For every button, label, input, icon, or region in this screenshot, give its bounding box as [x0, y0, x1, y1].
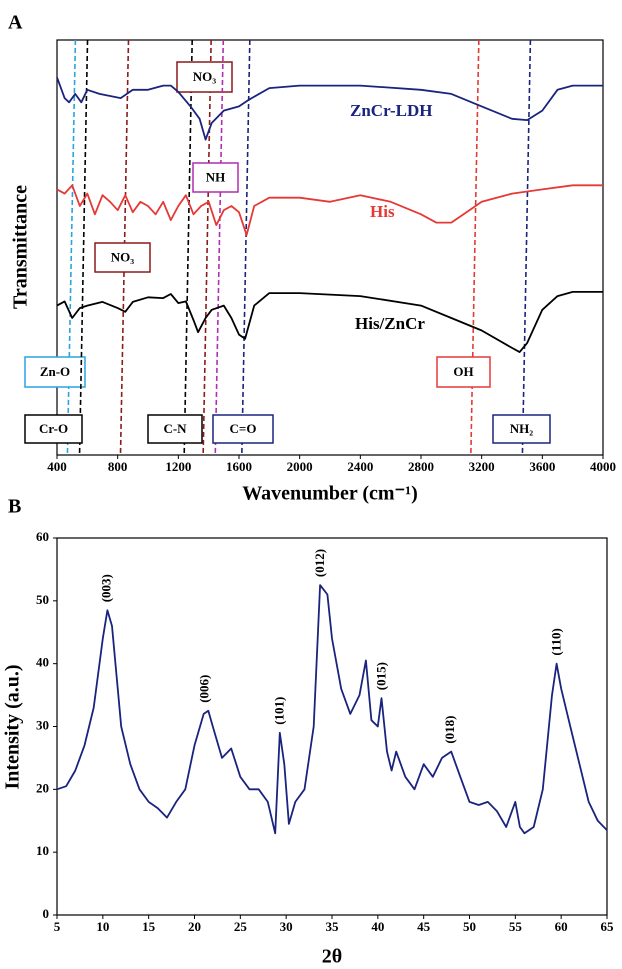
- peak-label: (101): [272, 697, 287, 725]
- plot-frame: [56, 39, 604, 456]
- y-tick-label: 20: [36, 780, 49, 795]
- x-tick-label: 15: [142, 919, 156, 934]
- plot-frame: [56, 537, 608, 916]
- reference-line: [214, 39, 225, 456]
- peak-label: (006): [196, 675, 211, 703]
- annotation-box: [24, 356, 86, 388]
- annotation-label: OH: [453, 364, 473, 379]
- y-tick-label: 0: [43, 906, 50, 921]
- x-tick-label: 30: [280, 919, 293, 934]
- series-line: [56, 291, 603, 353]
- x-tick-label: 60: [555, 919, 568, 934]
- x-tick-label: 40: [371, 919, 384, 934]
- reference-line: [183, 39, 193, 456]
- y-tick-label: 10: [36, 843, 49, 858]
- x-tick-label: 400: [47, 459, 67, 474]
- annotation-label: C=O: [230, 421, 257, 436]
- peak-label: (012): [312, 549, 327, 577]
- x-tick-label: 25: [234, 919, 248, 934]
- annotation-box: [192, 162, 239, 193]
- x-tick-label: 4000: [590, 459, 616, 474]
- y-axis-label: Intensity (a.u.): [2, 664, 24, 789]
- x-tick-label: 20: [188, 919, 201, 934]
- peak-label: (110): [548, 628, 563, 655]
- peak-label: (018): [442, 715, 457, 743]
- annotation-label: NH₂: [510, 421, 534, 436]
- series-line: [56, 76, 603, 141]
- annotation-label: NH: [206, 169, 226, 184]
- x-tick-label: 5: [54, 919, 61, 934]
- x-tick-label: 3600: [529, 459, 555, 474]
- x-tick-label: 35: [326, 919, 340, 934]
- reference-line: [521, 39, 532, 456]
- reference-line: [202, 39, 212, 456]
- series-label: His/ZnCr: [355, 314, 425, 333]
- annotation-label: C-N: [163, 421, 187, 436]
- x-tick-label: 50: [463, 919, 476, 934]
- annotation-box: [24, 414, 83, 444]
- annotation-box: [176, 61, 233, 93]
- reference-line: [119, 39, 130, 456]
- reference-line: [78, 39, 89, 456]
- annotation-box: [94, 242, 151, 273]
- x-tick-label: 1600: [226, 459, 252, 474]
- panel-label: B: [8, 496, 21, 518]
- reference-line: [241, 39, 251, 456]
- x-tick-label: 45: [417, 919, 431, 934]
- x-tick-label: 3200: [469, 459, 495, 474]
- x-tick-label: 2400: [347, 459, 373, 474]
- panel-label: A: [8, 12, 23, 34]
- annotation-box: [492, 414, 551, 444]
- x-axis-label: 2θ: [322, 946, 342, 968]
- annotation-label: NO₃: [111, 249, 135, 264]
- y-axis-label: Transmittance: [10, 185, 32, 309]
- y-tick-label: 40: [36, 655, 49, 670]
- x-axis-label: Wavenumber (cm⁻¹): [242, 483, 418, 505]
- peak-label: (003): [98, 574, 113, 602]
- series-label: His: [370, 202, 395, 221]
- x-tick-label: 55: [509, 919, 523, 934]
- x-tick-label: 2000: [287, 459, 313, 474]
- series-line: [56, 184, 603, 236]
- annotation-box: [436, 356, 491, 388]
- annotation-box: [212, 414, 274, 444]
- annotation-box: [147, 414, 203, 444]
- series-line: [56, 584, 608, 835]
- x-tick-label: 1200: [165, 459, 191, 474]
- series-label: ZnCr-LDH: [350, 101, 433, 120]
- x-tick-label: 65: [601, 919, 615, 934]
- annotation-label: NO₃: [193, 69, 217, 84]
- x-tick-label: 2800: [408, 459, 434, 474]
- annotation-label: Zn-O: [40, 364, 70, 379]
- y-tick-label: 50: [36, 592, 49, 607]
- peak-label: (015): [373, 662, 388, 690]
- y-tick-label: 60: [36, 529, 49, 544]
- x-tick-label: 800: [108, 459, 128, 474]
- y-tick-label: 30: [36, 717, 49, 732]
- x-tick-label: 10: [96, 919, 109, 934]
- annotation-label: Cr-O: [39, 421, 68, 436]
